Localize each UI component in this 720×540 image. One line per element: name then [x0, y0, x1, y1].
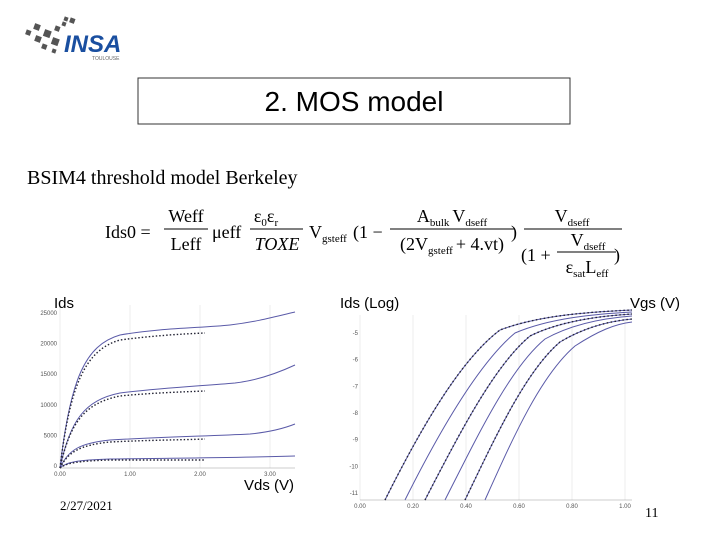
eq-text: (1 −	[353, 222, 383, 243]
tick-label: 0.00	[354, 504, 366, 510]
plot-grid	[59, 305, 295, 469]
tick-label: -9	[353, 438, 359, 444]
eq-text: Ids0 =	[105, 222, 151, 242]
logo-city: TOULOUSE	[92, 56, 120, 62]
page-number: 11	[645, 506, 658, 521]
right-plot: Ids (Log) Vgs (V) -5 -6 -7 -8 -9 -10 -11 0.00 0.…	[340, 295, 680, 518]
logo-dots	[25, 16, 76, 54]
eq-text: Abulk Vdseff	[417, 206, 488, 229]
eq-sub: gsteff	[428, 245, 453, 257]
plot-area	[345, 310, 641, 518]
eq-text: ε0εr	[254, 206, 279, 229]
eq-sub: dseff	[465, 217, 487, 229]
axis-label: Vds (V)	[244, 477, 294, 494]
plot-curves	[59, 311, 296, 469]
tick-label: 20000	[40, 342, 57, 348]
eq-sub: sat	[573, 268, 585, 280]
eq-text: TOXE	[255, 234, 300, 254]
eq-text: L	[585, 257, 596, 277]
logo: INSA TOULOUSE	[25, 16, 121, 62]
eq-text: V	[452, 206, 465, 226]
tick-label: 5000	[44, 433, 58, 439]
eq-text: A	[417, 206, 430, 226]
eq-text: Vgsteff	[309, 222, 347, 245]
tick-label: 1.00	[619, 504, 631, 510]
subtitle: BSIM4 threshold model Berkeley	[27, 167, 298, 189]
eq-sub: gsteff	[322, 233, 347, 245]
eq-text: Vdseff	[571, 230, 606, 253]
tick-label: -11	[350, 491, 359, 497]
eq-sub: 0	[261, 217, 267, 229]
eq-sub: dseff	[584, 241, 606, 253]
eq-text: Leff	[171, 234, 202, 254]
equation: Ids0 = Weff Leff μeff ε0εr TOXE Vgsteff …	[105, 206, 622, 280]
eq-text: V	[555, 206, 568, 226]
tick-label: 0.60	[513, 504, 525, 510]
tick-label: -7	[353, 384, 359, 390]
eq-sub: r	[274, 217, 278, 229]
tick-label: 1.00	[124, 472, 136, 478]
tick-label: 0.20	[407, 504, 419, 510]
eq-sub: bulk	[430, 217, 450, 229]
tick-label: -5	[353, 331, 359, 337]
tick-label: 0	[54, 464, 58, 470]
eq-text: ε	[254, 206, 262, 226]
eq-text: (2V	[400, 234, 428, 255]
tick-label: 0.40	[460, 504, 472, 510]
tick-label: 0.80	[566, 504, 578, 510]
axis-label: Vgs (V)	[630, 295, 680, 312]
left-plot: Ids Vds (V) 25000 20000 15000 10000 5000 0 0.0…	[40, 286, 302, 494]
plot-measured	[384, 309, 633, 501]
eq-text: )	[511, 222, 517, 243]
eq-text: Weff	[168, 206, 203, 226]
tick-label: 10000	[40, 403, 57, 409]
slide-title: 2. MOS model	[265, 86, 444, 117]
eq-text: (2Vgsteff + 4.vt)	[400, 234, 504, 257]
tick-label: 0.00	[54, 472, 66, 478]
tick-label: 3.00	[264, 472, 276, 478]
title-box	[137, 77, 571, 125]
footer-date: 2/27/2021	[60, 498, 113, 513]
eq-text: Vdseff	[555, 206, 590, 229]
axis-label: Ids (Log)	[340, 295, 399, 312]
eq-text: + 4.vt)	[456, 234, 504, 255]
tick-label: -6	[353, 358, 359, 364]
eq-text: (1 +	[521, 245, 551, 266]
tick-label: -10	[349, 464, 358, 470]
eq-sub: eff	[596, 268, 608, 280]
eq-text: ε	[267, 206, 275, 226]
logo-text: INSA	[64, 31, 121, 58]
eq-text: μeff	[212, 222, 241, 242]
eq-text: εsatLeff	[566, 257, 609, 280]
plot-measured	[59, 332, 206, 469]
eq-text: V	[571, 230, 584, 250]
tick-label: -8	[353, 411, 359, 417]
tick-label: 25000	[40, 311, 57, 317]
eq-text: ε	[566, 257, 574, 277]
tick-label: 2.00	[194, 472, 206, 478]
eq-text: V	[309, 222, 322, 242]
axis-label: Ids	[54, 295, 74, 312]
eq-text: )	[614, 245, 620, 266]
eq-sub: dseff	[568, 217, 590, 229]
tick-label: 15000	[40, 372, 57, 378]
